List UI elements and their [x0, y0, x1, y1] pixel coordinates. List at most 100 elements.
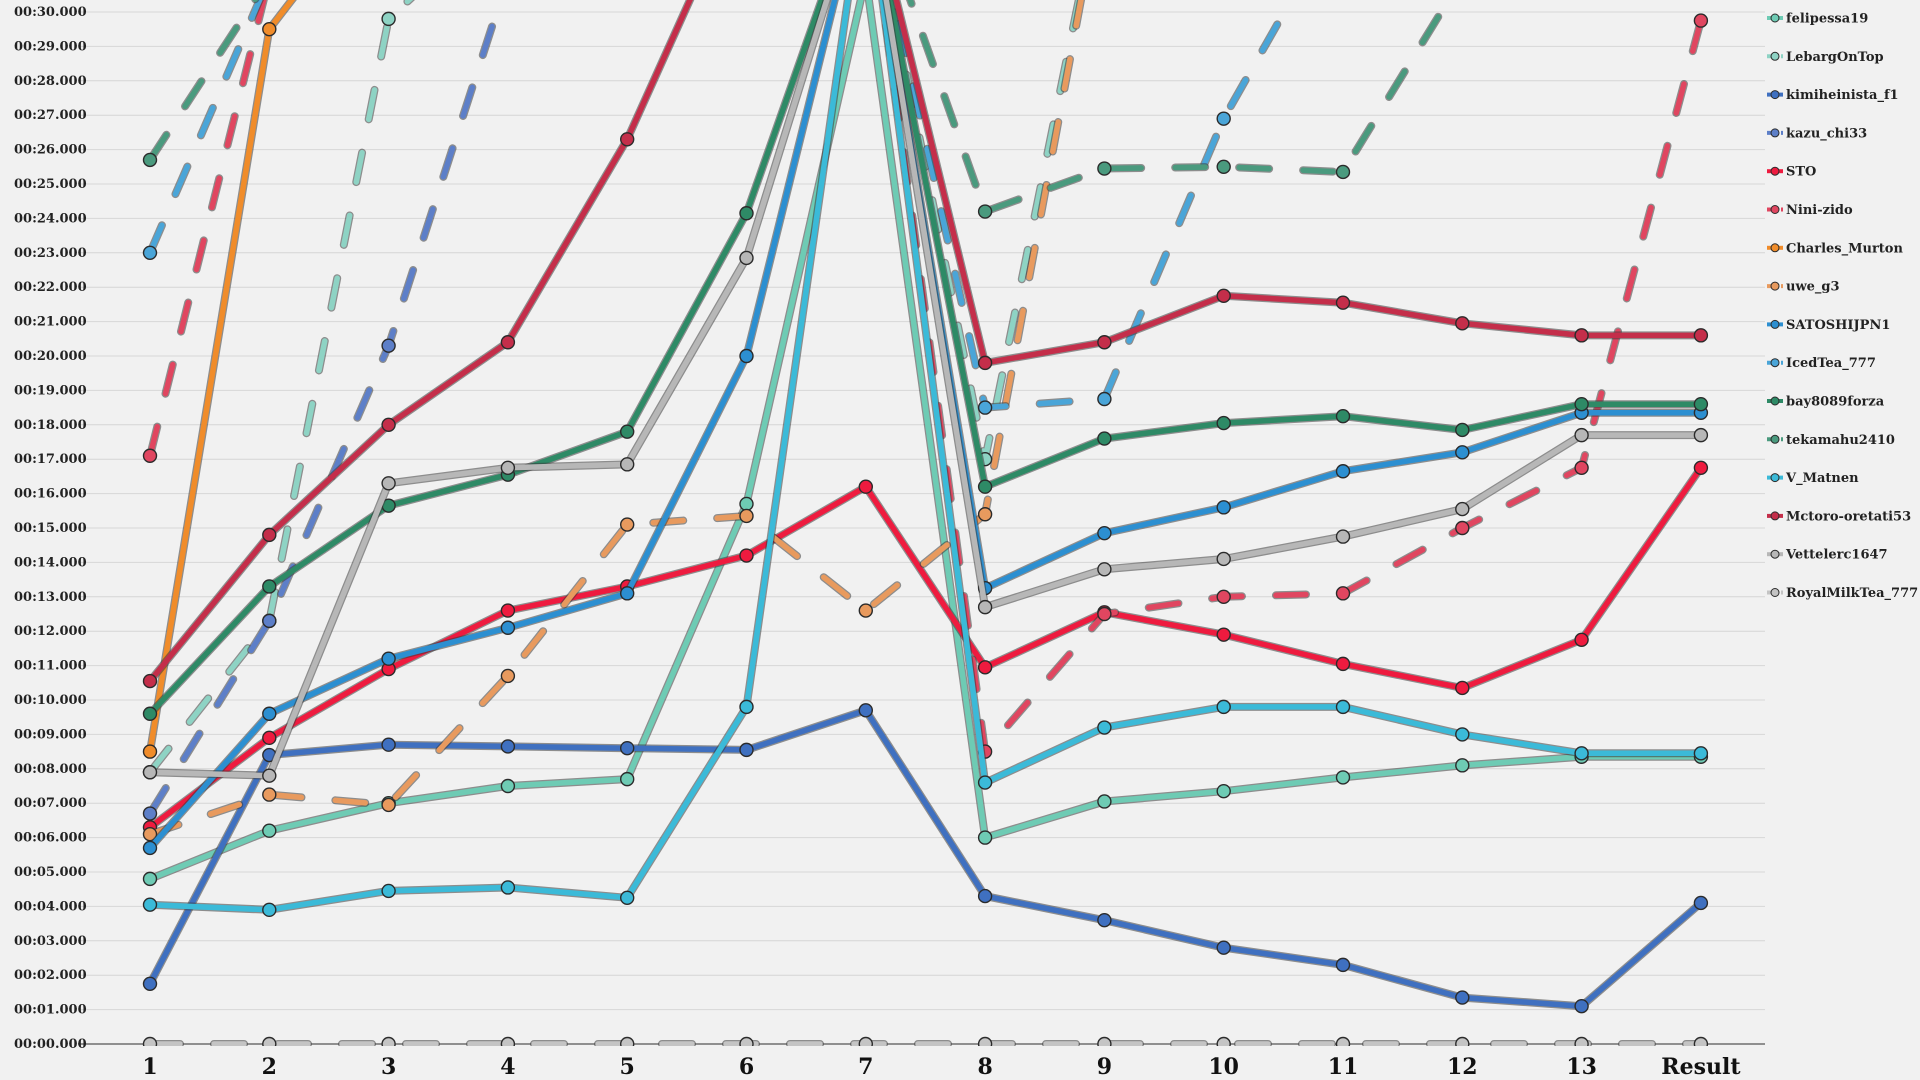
data-point: [1455, 422, 1470, 438]
data-point: [739, 508, 754, 524]
y-tick-label: 00:28.000: [14, 74, 87, 89]
data-point: [1097, 161, 1112, 176]
legend-label: SATOSHIJPN1: [1786, 318, 1890, 333]
data-point: [1574, 328, 1589, 343]
data-point: [620, 424, 635, 439]
data-point: [858, 703, 873, 718]
y-tick-label: 00:15.000: [14, 521, 87, 536]
data-point: [739, 1036, 754, 1046]
data-point: [977, 1036, 993, 1046]
data-point: [1693, 328, 1709, 343]
data-point: [1693, 460, 1709, 475]
x-tick-label: Result: [1661, 1054, 1741, 1080]
y-tick-label: 00:03.000: [14, 934, 87, 949]
data-point: [977, 507, 993, 522]
legend-item: Vettelerc1647: [1767, 548, 1888, 563]
y-tick-label: 00:24.000: [14, 211, 87, 226]
series-line: [147, 0, 1084, 837]
data-point: [381, 797, 396, 813]
data-point: [1455, 990, 1470, 1005]
legend-item: Mctoro-oretati53: [1767, 509, 1911, 524]
legend-label: STO: [1786, 165, 1816, 180]
data-point: [858, 479, 873, 494]
legend-item: STO: [1767, 165, 1816, 180]
data-point: [1693, 13, 1709, 28]
x-tick-label: 4: [500, 1054, 515, 1080]
legend-item: Charles_Murton: [1767, 241, 1903, 256]
x-tick-label: 5: [620, 1054, 635, 1080]
data-point: [1335, 699, 1351, 715]
data-point: [620, 517, 635, 532]
y-tick-label: 00:04.000: [14, 899, 87, 914]
legend-item: SATOSHIJPN1: [1767, 318, 1890, 333]
data-point: [262, 730, 277, 746]
legend-swatch-marker: [1770, 549, 1780, 559]
y-tick-label: 00:22.000: [14, 280, 87, 295]
data-point: [620, 1036, 635, 1046]
series-line: [147, 0, 1704, 913]
data-point: [262, 823, 277, 838]
data-point: [262, 527, 277, 543]
series-felipessa19: [142, 0, 1709, 887]
data-point: [381, 338, 396, 353]
data-point: [977, 355, 993, 371]
data-point: [142, 448, 158, 463]
data-point: [739, 548, 754, 563]
data-point: [1455, 758, 1470, 773]
data-point: [142, 826, 158, 842]
y-tick-label: 00:13.000: [14, 590, 87, 605]
data-point: [142, 673, 158, 689]
data-point: [1574, 632, 1589, 647]
legend-label: tekamahu2410: [1786, 433, 1895, 448]
legend-label: Nini-zido: [1786, 203, 1853, 218]
legend-swatch-marker: [1770, 588, 1780, 597]
data-point: [500, 1036, 516, 1046]
legend-item: IcedTea_777: [1767, 356, 1876, 371]
x-tick-label: 10: [1208, 1054, 1239, 1080]
series-V_Matnen: [142, 0, 1709, 918]
legend-label: felipessa19: [1786, 12, 1868, 27]
x-tick-label: 1: [142, 1054, 157, 1080]
data-point: [858, 603, 873, 618]
y-tick-label: 00:29.000: [14, 39, 87, 54]
data-point: [1335, 295, 1351, 310]
data-point: [142, 245, 158, 261]
y-tick-label: 00:11.000: [14, 659, 87, 674]
series-Charles_Murton: [142, 0, 297, 759]
x-tick-label: 9: [1097, 1054, 1112, 1080]
data-point: [142, 706, 158, 721]
data-point: [620, 586, 635, 601]
data-point: [1693, 746, 1709, 761]
y-tick-label: 00:27.000: [14, 108, 87, 123]
legend-item: kazu_chi33: [1767, 126, 1867, 141]
y-tick-label: 00:06.000: [14, 831, 87, 846]
data-point: [1097, 912, 1112, 928]
legend: felipessa19 LebargOnTop kimiheinista_f1kaz…: [1767, 12, 1918, 601]
data-point: [1335, 586, 1351, 601]
data-point: [1574, 746, 1589, 761]
y-tick-label: 00:23.000: [14, 246, 87, 261]
data-point: [1097, 335, 1112, 350]
data-point: [381, 417, 396, 432]
data-point: [1455, 1036, 1470, 1046]
legend-swatch-marker: [1770, 13, 1780, 23]
data-point: [381, 883, 396, 899]
data-point: [739, 206, 754, 221]
x-axis-tick-labels: 1 2 3 4 5 6 7 8 9 10 11 12 13 Result: [142, 1054, 1741, 1080]
data-point: [381, 476, 396, 491]
legend-swatch-marker: [1770, 434, 1780, 444]
data-point: [1574, 1036, 1589, 1046]
data-point: [142, 840, 158, 856]
data-point: [142, 976, 158, 991]
data-point: [500, 603, 516, 618]
data-point: [1335, 770, 1351, 785]
data-point: [620, 771, 635, 787]
data-point: [1216, 940, 1231, 955]
legend-item: kimiheinista_f1: [1767, 88, 1899, 103]
series-Vettelerc1647: [142, 0, 1709, 783]
x-tick-label: 8: [977, 1054, 992, 1080]
y-tick-label: 00:30.000: [14, 5, 87, 20]
data-point: [1335, 656, 1351, 672]
data-point: [1335, 409, 1351, 424]
